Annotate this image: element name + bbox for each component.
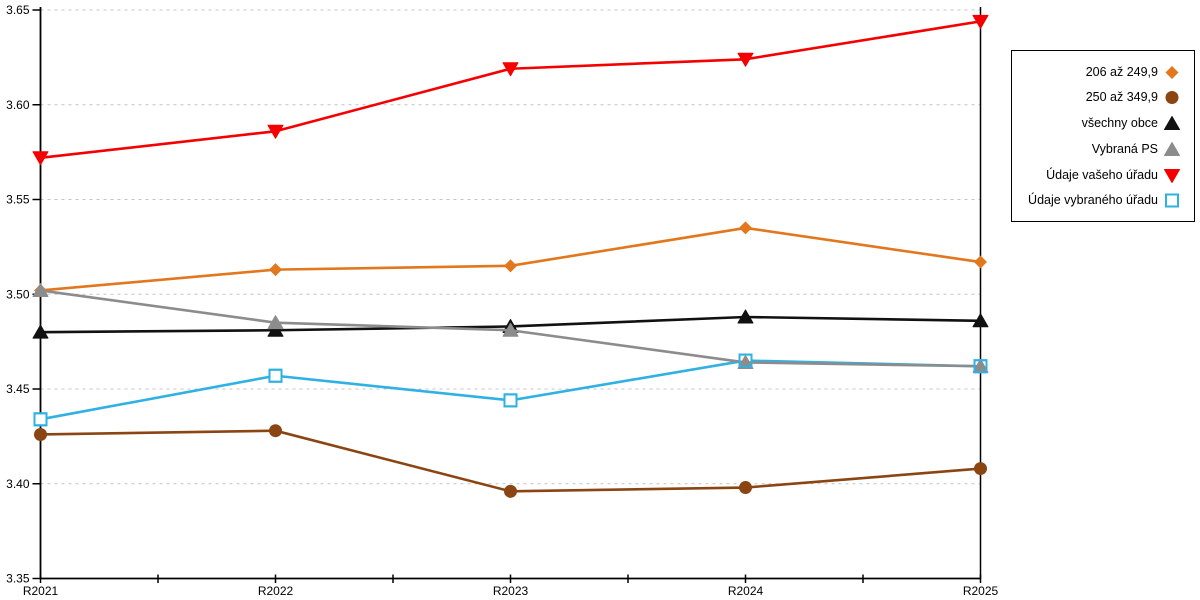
series-0 [34, 221, 987, 297]
series-4 [32, 14, 989, 166]
series-3 [32, 282, 989, 373]
series-marker [737, 354, 754, 369]
series-line [40, 359, 981, 421]
series-marker [974, 462, 987, 476]
series-marker [1164, 116, 1180, 131]
series-marker [739, 221, 752, 235]
series-marker [34, 427, 47, 441]
series-line [40, 20, 981, 160]
legend-item-label: Údaje vašeho úřadu [1046, 167, 1158, 182]
series-marker [972, 313, 989, 328]
legend-item: 250 až 349,9 [1014, 89, 1180, 105]
legend-item-label: 250 až 349,9 [1085, 90, 1158, 105]
series-marker [502, 62, 519, 77]
series-marker [268, 368, 283, 383]
series-marker [267, 322, 284, 337]
series-1 [34, 424, 987, 498]
x-tick-label: R2021 [23, 584, 59, 598]
series-marker [268, 368, 283, 383]
series-marker [33, 412, 48, 427]
y-tick-label: 3.45 [6, 382, 30, 396]
series-marker [32, 324, 49, 339]
series-marker [737, 52, 754, 67]
y-tick-label: 3.50 [6, 287, 30, 301]
series-marker [503, 393, 518, 408]
legend-item-label: 206 až 249,9 [1085, 64, 1158, 79]
legend-item: 206 až 249,9 [1014, 64, 1180, 80]
y-tick-label: 3.65 [6, 3, 30, 17]
x-tick-label: R2023 [493, 584, 529, 598]
series-line [40, 226, 981, 292]
y-tick-label: 3.40 [6, 477, 30, 491]
legend-item-label: všechny obce [1081, 116, 1158, 131]
series-marker [32, 151, 49, 166]
series-marker [1164, 168, 1180, 183]
x-tick-label: R2024 [728, 584, 764, 598]
legend-marker-triangle-up-icon [1164, 116, 1180, 131]
series-marker [267, 124, 284, 139]
legend-marker-circle-icon [1165, 91, 1179, 105]
series-marker [1165, 65, 1179, 79]
y-tick-label: 3.35 [6, 572, 30, 586]
series-marker [1165, 91, 1179, 105]
series-marker [32, 282, 49, 297]
legend: 206 až 249,9 250 až 349,9 všechny obce Vybr… [1011, 50, 1195, 222]
series-marker [503, 393, 518, 408]
legend-item: Údaje vašeho úřadu [1014, 167, 1180, 183]
legend-item: všechny obce [1014, 115, 1180, 131]
series-marker [269, 424, 282, 438]
x-tick-label: R2025 [963, 584, 999, 598]
series-marker [269, 263, 282, 277]
series-marker [738, 353, 753, 368]
series-marker [1164, 141, 1180, 156]
series-marker [504, 259, 517, 273]
series-marker [974, 255, 987, 269]
legend-item: Údaje vybraného úřadu [1014, 192, 1180, 208]
legend-marker-square-open-icon [1165, 193, 1179, 208]
y-tick-label: 3.60 [6, 98, 30, 112]
legend-item-label: Údaje vybraného úřadu [1028, 193, 1158, 208]
legend-item-label: Vybraná PS [1091, 141, 1158, 156]
series-marker [504, 484, 517, 498]
series-marker [973, 359, 988, 374]
x-tick-label: R2022 [258, 584, 294, 598]
series-marker [972, 14, 989, 29]
legend-marker-triangle-up-icon [1164, 141, 1180, 156]
legend-item: Vybraná PS [1014, 141, 1180, 157]
series-marker [737, 309, 754, 324]
legend-marker-diamond-icon [1165, 65, 1179, 79]
y-tick-label: 3.55 [6, 193, 30, 207]
series-line [40, 429, 981, 493]
series-marker [739, 481, 752, 495]
series-marker [33, 412, 48, 427]
legend-marker-triangle-down-icon [1164, 168, 1180, 183]
series-marker [502, 322, 519, 337]
series-marker [267, 315, 284, 330]
series-marker [1165, 193, 1179, 208]
series-5-marker-overlay [33, 353, 988, 427]
